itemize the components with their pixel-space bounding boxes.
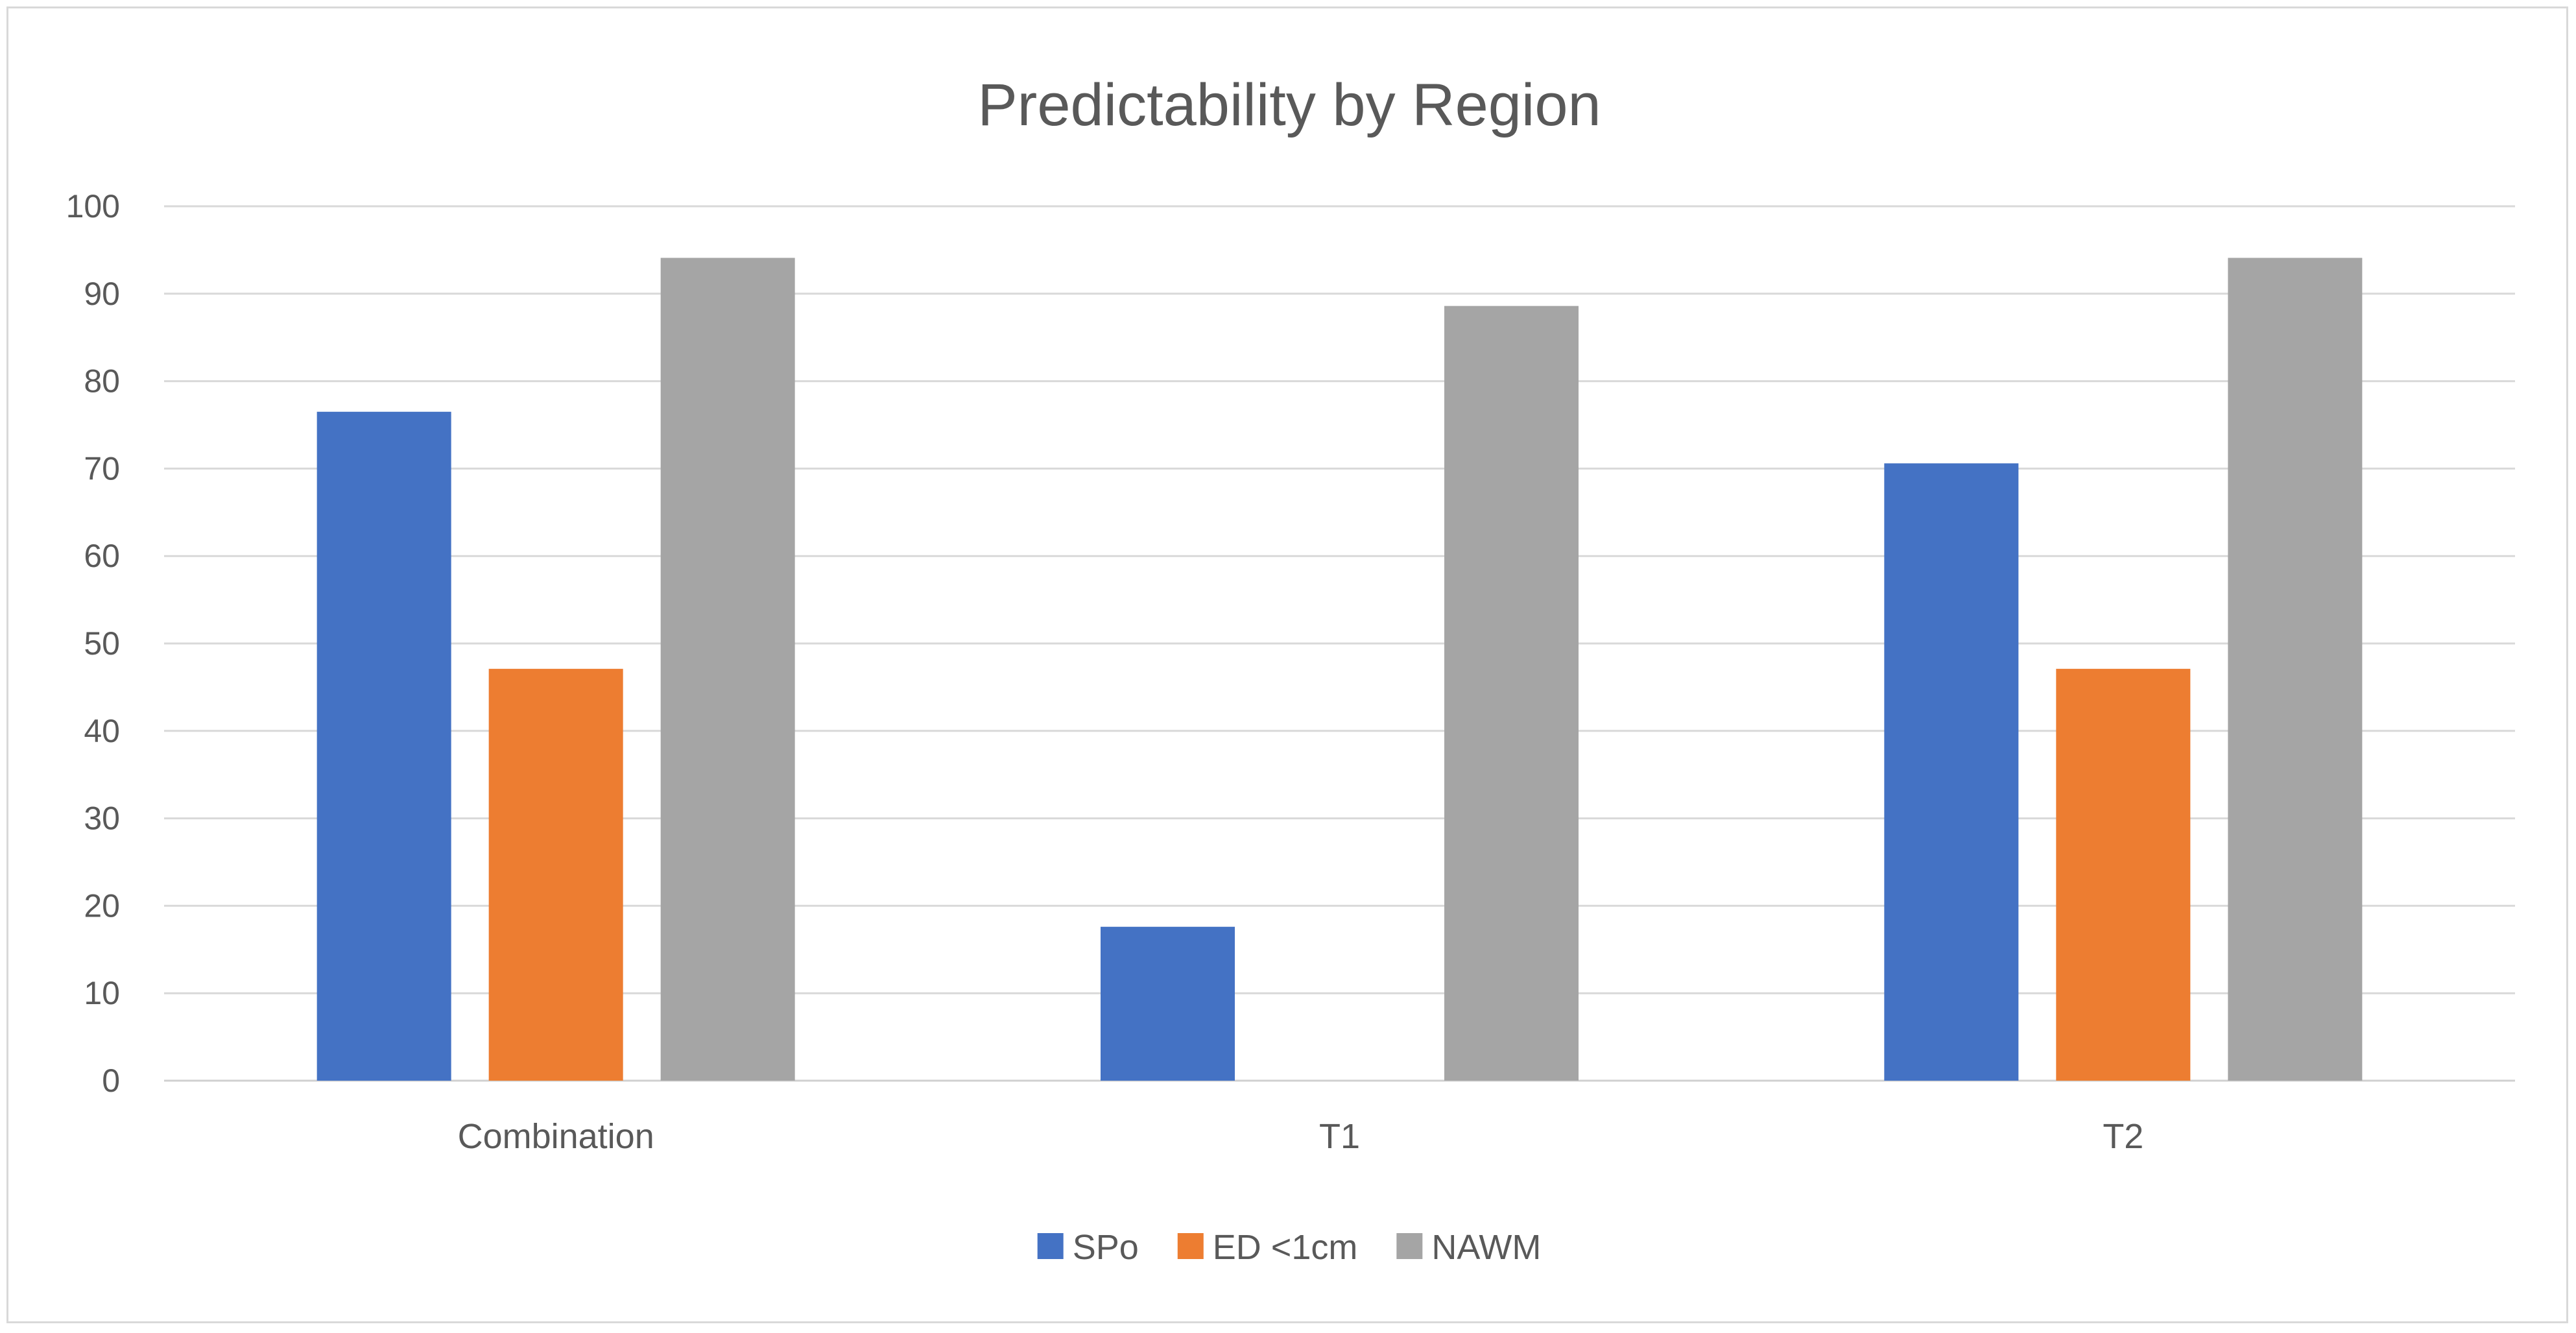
bar-t2-ed-1cm (2056, 669, 2191, 1081)
chart-container: Predictability by Region 0 10 20 30 40 50 60 70… (6, 6, 2568, 1323)
y-tick-label: 0 (102, 1063, 120, 1099)
bar-t1-nawm (1444, 306, 1579, 1081)
y-tick-label: 80 (84, 363, 120, 400)
bar-chart: Predictability by Region 0 10 20 30 40 50 60 70… (66, 72, 2515, 1267)
bar-t1-spo (1101, 926, 1235, 1081)
x-axis: Combination T1 T2 (458, 1117, 2144, 1156)
y-tick-label: 70 (84, 450, 120, 486)
x-category-label: Combination (458, 1117, 654, 1156)
legend: SPo ED <1cm NAWM (1037, 1228, 1541, 1267)
legend-label: ED <1cm (1213, 1228, 1358, 1267)
y-tick-label: 90 (84, 276, 120, 312)
y-tick-label: 30 (84, 800, 120, 837)
legend-label: NAWM (1431, 1228, 1541, 1267)
legend-swatch-spo (1037, 1233, 1064, 1259)
y-tick-label: 60 (84, 538, 120, 574)
y-tick-label: 10 (84, 975, 120, 1011)
y-axis-tick-labels: 0 10 20 30 40 50 60 70 80 90 100 (66, 188, 120, 1099)
bar-combination-spo (316, 411, 451, 1081)
y-tick-label: 100 (66, 188, 120, 224)
legend-swatch-ed-1cm (1177, 1233, 1204, 1259)
chart-title: Predictability by Region (977, 72, 1601, 138)
y-tick-label: 50 (84, 625, 120, 662)
bar-t2-nawm (2228, 258, 2363, 1081)
y-tick-label: 20 (84, 887, 120, 924)
bars (316, 258, 2363, 1081)
bar-t2-spo (1884, 463, 2019, 1081)
x-category-label: T2 (2103, 1117, 2143, 1156)
legend-label: SPo (1073, 1228, 1139, 1267)
bar-combination-ed-1cm (488, 669, 623, 1081)
x-category-label: T1 (1319, 1117, 1360, 1156)
y-tick-label: 40 (84, 713, 120, 749)
legend-swatch-nawm (1396, 1233, 1423, 1259)
bar-combination-nawm (660, 258, 795, 1081)
